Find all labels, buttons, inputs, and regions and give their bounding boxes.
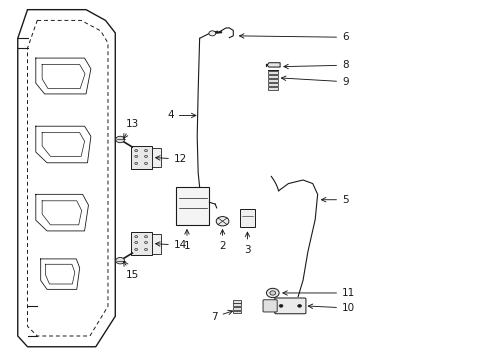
Bar (152, 148, 160, 167)
Circle shape (216, 217, 228, 226)
Bar (267, 71, 277, 74)
Text: 10: 10 (307, 303, 354, 313)
Text: 7: 7 (211, 310, 232, 322)
Circle shape (144, 242, 147, 244)
Bar (267, 87, 277, 90)
Circle shape (135, 156, 138, 157)
Text: 8: 8 (284, 60, 348, 70)
Circle shape (144, 235, 147, 238)
Text: 11: 11 (283, 288, 355, 298)
Circle shape (144, 248, 147, 251)
Polygon shape (266, 63, 280, 67)
Text: 6: 6 (239, 32, 348, 42)
Text: 3: 3 (244, 232, 250, 255)
Text: 12: 12 (155, 154, 187, 164)
Bar (233, 311, 241, 314)
Bar (267, 79, 277, 82)
Circle shape (135, 149, 138, 152)
Circle shape (135, 162, 138, 165)
Circle shape (135, 248, 138, 251)
Bar (233, 300, 241, 303)
Text: 4: 4 (167, 111, 196, 121)
Text: 15: 15 (123, 261, 139, 280)
Circle shape (116, 136, 124, 143)
Circle shape (269, 291, 275, 295)
Circle shape (297, 305, 301, 307)
Bar (152, 234, 160, 253)
Text: 9: 9 (281, 76, 348, 87)
Circle shape (208, 31, 215, 36)
Bar (267, 75, 277, 78)
Circle shape (116, 257, 124, 264)
Bar (239, 209, 255, 227)
Circle shape (144, 162, 147, 165)
Circle shape (279, 305, 283, 307)
Circle shape (144, 149, 147, 152)
Bar (176, 187, 209, 225)
Bar (233, 303, 241, 306)
FancyBboxPatch shape (263, 300, 277, 312)
Text: 2: 2 (219, 230, 225, 251)
Bar (267, 83, 277, 86)
Circle shape (144, 156, 147, 157)
Text: 1: 1 (183, 230, 190, 251)
Text: 5: 5 (321, 195, 348, 205)
Bar (131, 146, 152, 169)
FancyBboxPatch shape (274, 298, 305, 314)
Circle shape (266, 288, 279, 298)
Circle shape (135, 242, 138, 244)
Circle shape (135, 235, 138, 238)
Text: 13: 13 (123, 119, 139, 138)
Bar (233, 307, 241, 310)
Bar (131, 232, 152, 255)
Text: 14: 14 (155, 240, 187, 250)
